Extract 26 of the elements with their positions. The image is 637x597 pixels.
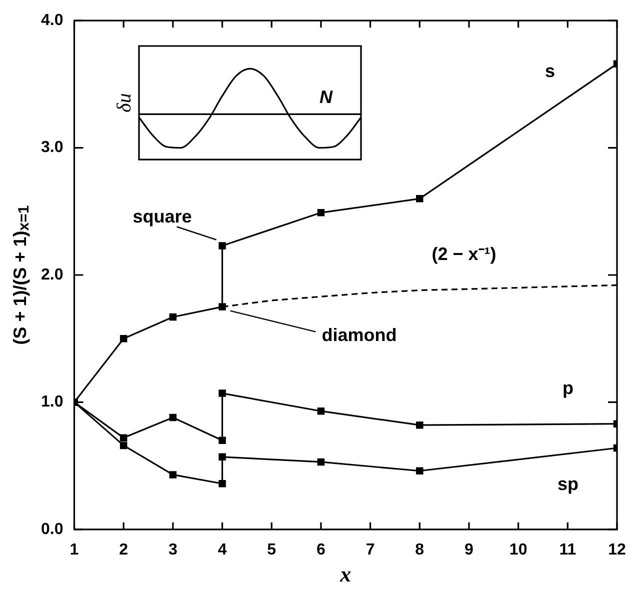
series-label: s bbox=[544, 60, 556, 81]
y-tick-label: 2.0 bbox=[40, 266, 64, 284]
x-axis-title: x bbox=[339, 561, 352, 586]
x-tick-label: 2 bbox=[119, 541, 128, 558]
ref-line-label: N bbox=[320, 87, 334, 108]
annotation: diamond bbox=[322, 324, 397, 345]
x-tick-label: 8 bbox=[415, 541, 424, 558]
x-tick-label: 6 bbox=[316, 541, 326, 558]
x-tick-label: 5 bbox=[267, 541, 276, 558]
annotation: square bbox=[132, 206, 192, 227]
x-tick-label: 11 bbox=[559, 541, 576, 558]
x-tick-label: 3 bbox=[168, 541, 178, 558]
y-tick-label: 3.0 bbox=[40, 139, 64, 156]
series-label: sp bbox=[557, 474, 579, 494]
x-tick-label: 4 bbox=[218, 541, 227, 558]
x-tick-label: 1 bbox=[70, 541, 79, 558]
y-tick-label: 0.0 bbox=[40, 520, 64, 538]
x-tick-label: 10 bbox=[509, 541, 528, 558]
x-tick-label: 12 bbox=[608, 541, 626, 558]
y-tick-label: 4.0 bbox=[40, 12, 64, 30]
x-tick-label: 9 bbox=[464, 541, 474, 558]
series-label: p bbox=[562, 378, 574, 398]
y-tick-label: 1.0 bbox=[40, 394, 64, 411]
y-axis-title: δu bbox=[114, 93, 136, 112]
x-tick-label: 7 bbox=[366, 541, 375, 558]
series-label: (2 − x⁻¹) bbox=[432, 244, 496, 264]
